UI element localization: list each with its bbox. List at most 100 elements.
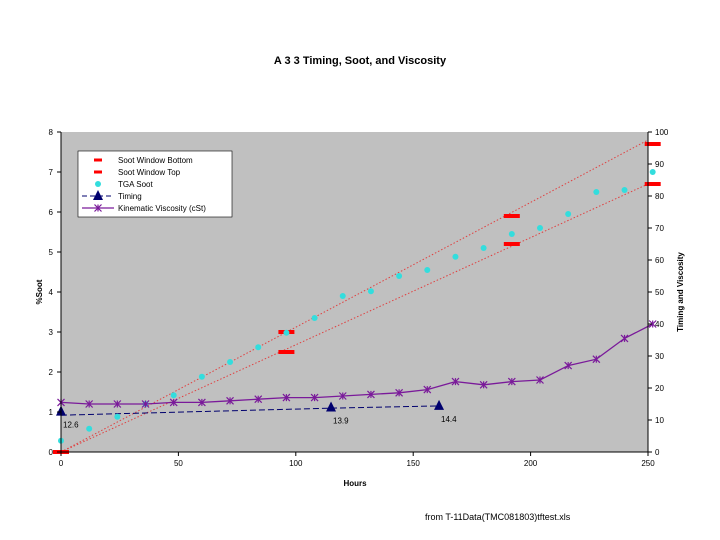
series-2-point-4 <box>644 142 661 146</box>
legend-item-5: Kinematic Viscosity (cSt) <box>82 204 206 213</box>
axes: 0 50 100 150 200 2500123456780102030405060708… <box>49 128 669 468</box>
trend-line-2 <box>60 139 649 453</box>
y-right-tick-label: 0 <box>655 448 660 457</box>
y-right-tick-label: 60 <box>655 256 664 265</box>
y-left-tick-label: 2 <box>49 368 54 377</box>
series-5-point-6 <box>197 398 206 407</box>
y-right-tick-label: 10 <box>655 416 664 425</box>
series-1-point-2 <box>278 350 295 354</box>
series-3-point-7 <box>227 359 234 365</box>
series-3-point-10 <box>311 315 318 321</box>
legend: Soot Window Bottom Soot Window Top TGA Soo… <box>77 150 233 218</box>
series-1-point-3 <box>503 242 520 246</box>
legend-swatch <box>93 190 103 200</box>
legend-swatch <box>94 158 102 162</box>
legend-label: Soot Window Bottom <box>118 156 193 165</box>
series-5-point-10 <box>310 393 319 402</box>
y-left-tick-label: 7 <box>49 168 54 177</box>
y-right-axis-title: Timing and Viscosity <box>676 252 685 332</box>
annotation-2: 13.9 <box>333 417 349 426</box>
series-3-point-17 <box>508 231 515 237</box>
series-5-point-16 <box>479 380 488 389</box>
legend-label: Soot Window Top <box>118 168 181 177</box>
y-left-tick-label: 3 <box>49 328 54 337</box>
legend-label: TGA Soot <box>118 180 153 189</box>
y-right-tick-label: 40 <box>655 320 664 329</box>
legend-item-3: TGA Soot <box>95 180 153 189</box>
y-right-tick-label: 30 <box>655 352 664 361</box>
series-4-point-3 <box>434 399 445 410</box>
series-2-point-3 <box>503 214 520 218</box>
trend-line-1 <box>60 183 649 453</box>
series-3-point-16 <box>480 245 487 251</box>
y-left-tick-label: 4 <box>49 288 54 297</box>
legend-swatch <box>95 181 101 187</box>
y-left-tick-label: 5 <box>49 248 54 257</box>
legend-label: Kinematic Viscosity (cSt) <box>118 204 206 213</box>
series-3-point-20 <box>593 189 600 195</box>
series-3-point-19 <box>565 211 572 217</box>
source-note: from T-11Data(TMC081803)tftest.xls <box>425 512 571 522</box>
series-5-point-14 <box>423 385 432 394</box>
series-5-point-15 <box>451 377 460 386</box>
y-right-tick-label: 80 <box>655 192 664 201</box>
x-tick-label: 150 <box>407 459 421 468</box>
series-4-point-2 <box>326 401 337 412</box>
y-right-tick-label: 70 <box>655 224 664 233</box>
series-3-point-11 <box>339 293 346 299</box>
series-5-point-17 <box>507 377 516 386</box>
series-3-point-18 <box>536 225 543 231</box>
y-left-tick-label: 8 <box>49 128 54 137</box>
series-3-point-8 <box>255 344 262 351</box>
series-5-point-12 <box>367 390 375 399</box>
legend-item-1: Soot Window Bottom <box>94 156 193 165</box>
trend-line-4 <box>331 405 440 409</box>
series-5-point-22 <box>648 320 657 328</box>
x-tick-label: 50 <box>174 459 183 468</box>
series-1-point-4 <box>644 182 661 186</box>
series-5-point-8 <box>254 395 263 404</box>
series-5-point-4 <box>141 400 150 408</box>
annotation-3: 14.4 <box>441 415 457 424</box>
series-3-point-13 <box>396 273 403 279</box>
legend-swatch <box>94 204 102 212</box>
trend-lines <box>60 139 649 453</box>
series-5-point-11 <box>338 392 347 400</box>
y-right-tick-label: 20 <box>655 384 664 393</box>
series-5-point-9 <box>282 393 291 402</box>
x-tick-label: 100 <box>289 459 303 468</box>
series-3-point-15 <box>452 253 459 260</box>
x-tick-label: 200 <box>524 459 538 468</box>
y-right-tick-label: 50 <box>655 288 664 297</box>
annotation-1: 12.6 <box>63 421 79 430</box>
series-5-point-2 <box>85 400 94 408</box>
series-3-point-14 <box>424 267 431 273</box>
series-layer: 12.6 13.9 14.4 <box>53 142 661 454</box>
series-3-point-22 <box>649 169 656 175</box>
y-right-tick-label: 90 <box>655 160 664 169</box>
series-3-point-6 <box>198 373 205 380</box>
series-3-point-12 <box>367 288 374 295</box>
legend-label: Timing <box>118 192 142 201</box>
y-left-tick-label: 6 <box>49 208 54 217</box>
y-left-tick-label: 1 <box>49 408 54 417</box>
legend-swatch <box>94 170 102 174</box>
viscosity-line <box>60 323 653 405</box>
series-3-point-2 <box>86 425 93 432</box>
series-5-point-5 <box>169 398 178 407</box>
legend-item-2: Soot Window Top <box>94 168 181 177</box>
series-5-point-7 <box>226 396 234 405</box>
x-axis-title: Hours <box>343 479 367 488</box>
y-left-tick-label: 0 <box>49 448 54 457</box>
series-3-point-9 <box>283 329 290 336</box>
series-5-point-13 <box>395 388 404 397</box>
series-5-point-3 <box>113 400 122 408</box>
trend-line-3 <box>60 407 332 416</box>
series-5-point-18 <box>536 376 544 384</box>
y-left-axis-title: %Soot <box>35 279 44 304</box>
series-3-point-5 <box>170 392 177 399</box>
legend-item-4: Timing <box>82 190 142 201</box>
y-right-tick-label: 100 <box>655 128 669 137</box>
legend-box <box>77 150 233 218</box>
